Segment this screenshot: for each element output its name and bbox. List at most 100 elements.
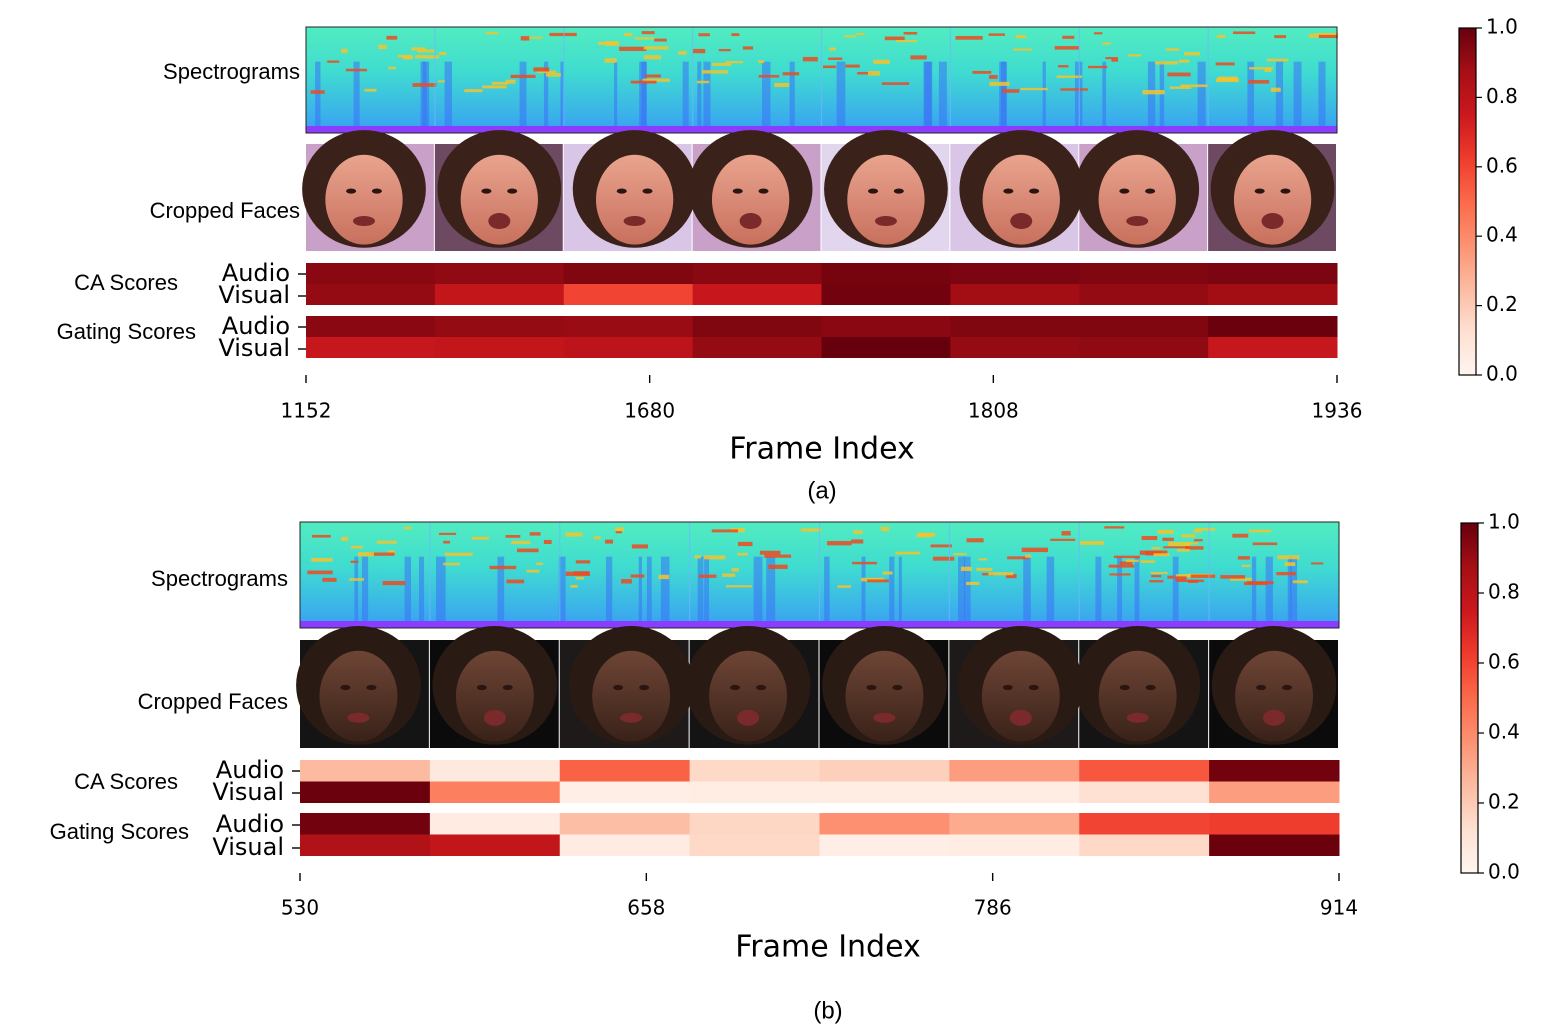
gating-audio-row-cell <box>1209 813 1340 835</box>
x-tick-label: 530 <box>281 896 319 920</box>
ca-visual-row-cell <box>819 781 950 803</box>
ca-scores-label: CA Scores <box>74 769 178 794</box>
colorbar-tick-label: 0.6 <box>1488 650 1520 674</box>
gating-visual-row-cell <box>563 337 694 358</box>
colorbar-tick-label: 1.0 <box>1488 510 1520 534</box>
gating-visual-row-cell <box>949 834 1080 856</box>
gating-audio-row-cell <box>821 316 951 337</box>
gating-audio-label: Audio <box>222 312 290 340</box>
gating-audio-row-cell <box>1079 316 1209 337</box>
ca-audio-row-cell <box>563 263 694 284</box>
spectrogram-strip <box>305 26 1339 134</box>
x-tick-label: 914 <box>1320 896 1358 920</box>
x-axis-label: Frame Index <box>729 432 915 467</box>
face-crop <box>685 625 819 748</box>
x-tick-label: 786 <box>974 896 1012 920</box>
ca-visual-label: Visual <box>218 281 290 309</box>
face-crop <box>949 625 1084 748</box>
gating-visual-row-cell <box>821 337 951 358</box>
ca-audio-row-cell <box>300 760 431 782</box>
gating-audio-row-cell <box>949 813 1080 835</box>
ca-audio-row-cell <box>1209 760 1340 782</box>
gating-audio-row-cell <box>559 813 691 835</box>
gating-visual-row-cell <box>1209 834 1340 856</box>
gating-audio-row-cell <box>429 813 561 835</box>
colorbar <box>1458 27 1482 376</box>
ca-audio-row-cell <box>1079 263 1209 284</box>
gating-visual-row-cell <box>1208 337 1338 358</box>
colorbar-tick-label: 0.0 <box>1488 860 1520 884</box>
ca-visual-row-cell <box>1209 781 1340 803</box>
gating-audio-row-cell <box>434 316 565 337</box>
cropped-faces-label: Cropped Faces <box>150 198 300 223</box>
face-crop <box>1208 130 1336 251</box>
gating-scores-label: Gating Scores <box>57 319 196 344</box>
ca-audio-row-cell <box>559 760 691 782</box>
panel-label: (b) <box>813 997 842 1024</box>
face-crop <box>296 625 429 748</box>
ca-audio-row-cell <box>950 263 1080 284</box>
face-crop <box>821 130 950 251</box>
ca-audio-row-cell <box>306 263 436 284</box>
gating-visual-row-cell <box>819 834 950 856</box>
ca-visual-row-cell <box>563 284 694 305</box>
spectrograms-label: Spectrograms <box>151 566 288 591</box>
ca-audio-row-cell <box>689 760 820 782</box>
colorbar-tick-label: 0.8 <box>1486 84 1518 108</box>
gating-visual-label: Visual <box>218 334 290 362</box>
ca-visual-row-cell <box>429 781 561 803</box>
x-tick-label: 1808 <box>968 399 1019 423</box>
face-crop <box>1209 625 1338 748</box>
ca-audio-row-cell <box>821 263 951 284</box>
gating-visual-row-cell <box>1079 337 1209 358</box>
ca-visual-row-cell <box>949 781 1080 803</box>
gating-visual-label: Visual <box>212 833 284 861</box>
panel-b: Spectrograms Cropped Faces CA Scores Gating… <box>50 510 1520 1025</box>
x-tick-label: 1936 <box>1312 399 1363 423</box>
ca-visual-row-cell <box>434 284 565 305</box>
ca-visual-row-cell <box>689 781 820 803</box>
gating-audio-row <box>306 316 1338 337</box>
gating-audio-row-cell <box>819 813 950 835</box>
colorbar-tick-label: 0.4 <box>1486 223 1518 247</box>
gating-scores-label: Gating Scores <box>50 819 189 844</box>
ca-audio-row <box>306 263 1338 284</box>
gating-visual-row-cell <box>950 337 1080 358</box>
colorbar-tick-label: 0.6 <box>1486 153 1518 177</box>
cropped-faces-label: Cropped Faces <box>138 689 288 714</box>
ca-visual-row <box>306 284 1338 305</box>
colorbar-tick-label: 0.2 <box>1486 292 1518 316</box>
ca-scores-label: CA Scores <box>74 270 178 295</box>
face-crop <box>950 130 1084 251</box>
gating-visual-row-cell <box>300 834 431 856</box>
gating-visual-row <box>300 834 1340 856</box>
ca-visual-row-cell <box>821 284 951 305</box>
face-crop <box>429 625 559 748</box>
ca-audio-row-cell <box>1079 760 1210 782</box>
ca-visual-row <box>300 781 1340 803</box>
gating-audio-row-cell <box>1208 316 1338 337</box>
face-crop <box>688 130 821 251</box>
gating-visual-row-cell <box>692 337 822 358</box>
gating-audio-row-cell <box>1079 813 1210 835</box>
face-crop <box>434 130 563 251</box>
ca-audio-row <box>300 760 1340 782</box>
ca-audio-row-cell <box>692 263 822 284</box>
gating-visual-row <box>306 337 1338 358</box>
colorbar-tick-label: 0.4 <box>1488 720 1520 744</box>
ca-visual-label: Visual <box>212 778 284 806</box>
gating-visual-row-cell <box>559 834 691 856</box>
colorbar-tick-label: 0.8 <box>1488 580 1520 604</box>
x-tick-label: 1152 <box>281 399 332 423</box>
gating-visual-row-cell <box>429 834 561 856</box>
ca-visual-row-cell <box>692 284 822 305</box>
ca-audio-row-cell <box>819 760 950 782</box>
colorbar <box>1460 522 1484 874</box>
colorbar-tick-label: 0.2 <box>1488 790 1520 814</box>
ca-visual-row-cell <box>306 284 436 305</box>
gating-audio-row-cell <box>300 813 431 835</box>
gating-visual-row-cell <box>306 337 436 358</box>
panel-label: (a) <box>807 477 836 504</box>
ca-visual-row-cell <box>1208 284 1338 305</box>
x-tick-label: 658 <box>627 896 665 920</box>
